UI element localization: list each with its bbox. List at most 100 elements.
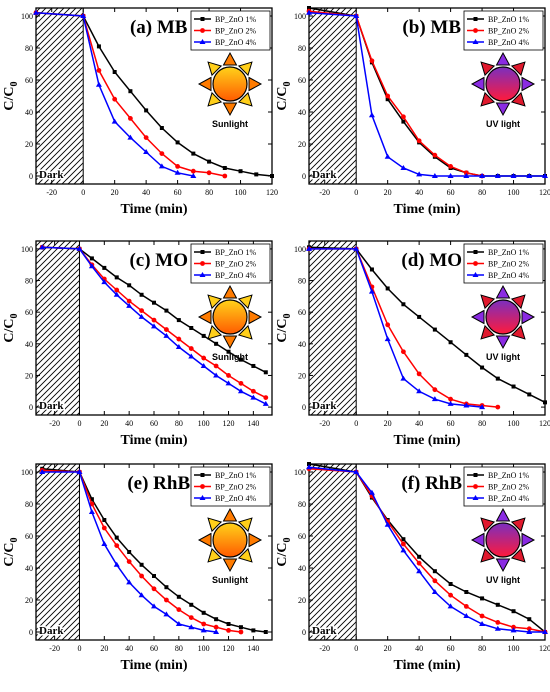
data-point [385,286,390,291]
legend-label: BP_ZnO 4% [215,271,256,280]
data-point [448,164,453,169]
dark-region [35,7,84,185]
sun-ray [222,335,238,350]
data-point [473,473,478,477]
data-point [190,168,196,174]
dark-region [35,463,80,641]
x-tick-label: 20 [111,188,119,197]
data-point [527,617,532,622]
data-point [176,607,182,612]
y-axis-label-sub: 0 [282,537,293,542]
data-point [201,621,207,627]
data-point [127,116,133,121]
data-point [200,627,207,633]
sun-ray [207,61,223,77]
data-point [353,13,360,18]
data-point [473,28,478,33]
data-point [127,134,134,140]
y-tick-label: 100 [294,12,306,21]
data-point [33,9,39,15]
x-tick-label: 60 [447,188,455,197]
sun-ray [510,61,526,77]
data-point [431,589,438,594]
data-point [250,388,256,394]
sun-ray [510,294,526,310]
series-line [308,12,545,177]
data-point [126,298,132,304]
data-point [200,473,205,477]
sun-ray [495,284,511,299]
x-tick-label: 60 [150,419,158,428]
data-point [114,543,120,548]
data-point [368,288,375,294]
sun-disc [485,522,521,558]
legend-label: BP_ZnO 1% [488,471,529,480]
data-point [127,550,132,554]
panel-a: Dark -20 0 20 40 60 80 100 120 0 20 40 60 80 100 Time (… [2,7,278,217]
x-tick-label: 80 [478,419,486,428]
sun-ray [480,547,496,563]
data-point [447,603,454,609]
data-point [213,363,219,369]
dark-label: Dark [312,400,337,412]
y-tick-label: 100 [294,468,306,477]
data-point [479,613,485,619]
panel-title: (a) MB [130,17,188,38]
data-point [479,173,486,178]
x-tick-label: 100 [508,188,520,197]
data-point [463,604,469,609]
data-point [176,594,181,599]
data-point [213,629,220,634]
data-point [101,525,107,531]
data-point [164,585,169,590]
data-point [495,376,500,381]
data-point [201,355,207,361]
data-point [151,323,157,329]
sun-ray [480,324,496,340]
dark-label: Dark [312,625,337,637]
data-point [401,302,406,307]
data-point [200,484,205,489]
series-2 [39,244,269,400]
y-axis-label-sub: 0 [9,313,20,318]
data-point [188,346,194,351]
sun-ray [510,517,526,533]
y-tick-label: 80 [25,277,33,286]
sun-ray [521,309,536,325]
data-point [416,568,423,574]
data-point [384,336,391,342]
data-point [416,560,422,566]
x-tick-label: 80 [205,188,213,197]
series-3 [306,464,548,634]
y-tick-label: 0 [29,172,33,181]
data-point [200,28,205,33]
data-point [238,357,243,362]
data-point [369,267,374,272]
data-point [199,272,206,277]
dark-region [308,240,357,416]
data-point [213,372,220,378]
data-point [191,151,196,156]
y-tick-label: 60 [298,76,306,85]
data-point [263,370,268,375]
legend: BP_ZnO 1% BP_ZnO 2% BP_ZnO 4% [463,243,544,284]
data-point [189,326,194,330]
y-tick-label: 0 [302,172,306,181]
data-point [88,509,95,514]
x-tick-label: 40 [142,188,150,197]
data-point [114,287,120,293]
legend-label: BP_ZnO 1% [488,15,529,24]
sun-ray [480,294,496,310]
sun-icon [197,507,263,573]
x-tick-label: 40 [125,644,133,653]
sun-ray [237,324,253,340]
sun-ray [248,532,263,548]
x-tick-label: 100 [508,419,520,428]
data-point [39,244,46,250]
y-tick-label: 60 [25,308,33,317]
data-point [164,597,169,603]
data-point [385,97,390,102]
data-point [96,68,102,73]
y-tick-label: 20 [25,371,33,380]
